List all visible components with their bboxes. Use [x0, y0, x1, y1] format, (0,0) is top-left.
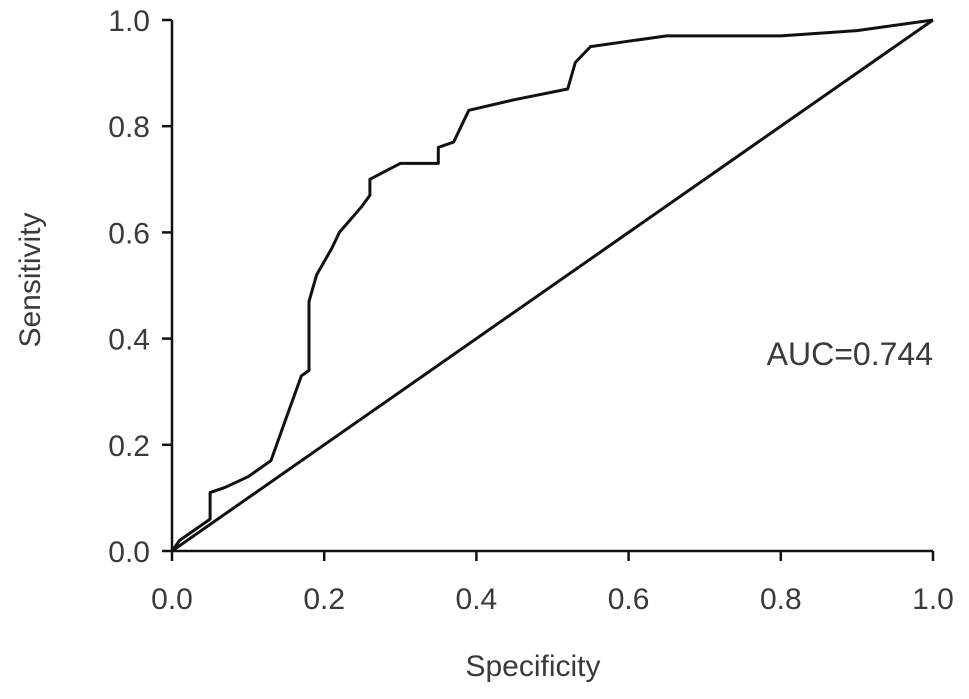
ticks: 0.0 0.2 0.4 0.6 0.8 1.0 0.0 0.2 0.4 0.6 0.8 1.0	[108, 5, 954, 616]
y-tick-label: 0.4	[108, 324, 150, 357]
reference-diagonal-line	[171, 18, 934, 553]
auc-annotation: AUC=0.744	[767, 336, 933, 372]
y-tick-label: 1.0	[108, 5, 150, 38]
y-tick-label: 0.6	[108, 217, 150, 250]
curves	[170, 18, 934, 553]
x-tick-label: 0.8	[760, 583, 802, 616]
y-tick-label: 0.8	[108, 111, 150, 144]
x-axis-title: Specificity	[465, 650, 600, 683]
x-tick-label: 1.0	[912, 583, 954, 616]
x-tick-label: 0.2	[303, 583, 345, 616]
x-tick-label: 0.0	[151, 583, 193, 616]
y-tick-label: 0.0	[108, 536, 150, 569]
axes	[170, 20, 933, 553]
y-axis-title: Sensitivity	[14, 212, 47, 347]
roc-curve-line	[170, 18, 934, 552]
y-tick-label: 0.2	[108, 430, 150, 463]
x-tick-label: 0.4	[456, 583, 498, 616]
x-tick-label: 0.6	[608, 583, 650, 616]
